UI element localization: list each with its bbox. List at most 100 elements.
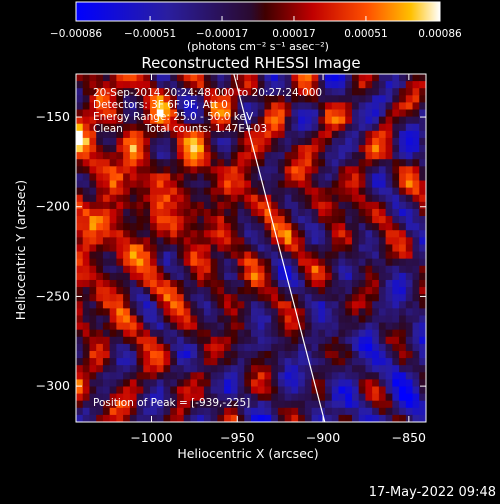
heatmap-cell: [419, 237, 426, 246]
heatmap-cell: [244, 336, 252, 345]
heatmap-cell: [224, 251, 232, 260]
heatmap-cell: [76, 173, 84, 182]
heatmap-cell: [109, 343, 117, 352]
heatmap-cell: [203, 159, 212, 167]
heatmap-cell: [311, 180, 319, 189]
heatmap-cell: [176, 74, 185, 82]
heatmap-cell: [318, 414, 326, 422]
heatmap-cell: [109, 407, 117, 416]
heatmap-cell: [372, 230, 380, 238]
heatmap-cell: [351, 237, 360, 246]
heatmap-cell: [129, 216, 138, 224]
heatmap-cell: [150, 187, 158, 196]
heatmap-cell: [345, 74, 353, 82]
heatmap-cell: [399, 393, 407, 402]
heatmap-cell: [405, 145, 414, 153]
heatmap-cell: [197, 88, 205, 96]
heatmap-cell: [271, 294, 279, 302]
heatmap-cell: [291, 102, 299, 111]
heatmap-cell: [251, 244, 259, 253]
heatmap-cell: [183, 74, 192, 82]
heatmap-cell: [271, 137, 279, 146]
heatmap-cell: [338, 294, 346, 302]
heatmap-cell: [176, 123, 185, 132]
heatmap-cell: [123, 123, 131, 132]
heatmap-cell: [378, 287, 387, 295]
heatmap-cell: [372, 287, 380, 295]
heatmap-cell: [331, 187, 340, 196]
heatmap-cell: [338, 180, 346, 189]
heatmap-cell: [331, 329, 340, 338]
heatmap-cell: [136, 287, 144, 295]
heatmap-cell: [210, 95, 218, 104]
heatmap-cell: [358, 265, 367, 274]
heatmap-cell: [190, 272, 198, 281]
heatmap-cell: [163, 365, 171, 373]
heatmap-cell: [378, 244, 387, 253]
heatmap-cell: [203, 379, 212, 388]
heatmap-cell: [298, 201, 306, 210]
heatmap-cell: [385, 336, 393, 345]
heatmap-cell: [298, 308, 306, 317]
heatmap-cell: [392, 130, 400, 139]
heatmap-cell: [345, 386, 353, 395]
heatmap-cell: [190, 308, 198, 317]
heatmap-cell: [197, 201, 205, 210]
heatmap-cell: [325, 400, 333, 409]
heatmap-cell: [325, 166, 333, 175]
heatmap-cell: [419, 350, 426, 359]
heatmap-cell: [405, 173, 414, 182]
heatmap-cell: [76, 180, 84, 189]
heatmap-cell: [244, 81, 252, 89]
heatmap-cell: [284, 365, 292, 373]
heatmap-cell: [385, 173, 393, 182]
heatmap-cell: [311, 237, 319, 246]
heatmap-cell: [123, 216, 131, 224]
heatmap-cell: [372, 414, 380, 422]
heatmap-cell: [304, 279, 313, 288]
heatmap-cell: [89, 137, 97, 146]
heatmap-cell: [304, 74, 313, 82]
heatmap-cell: [190, 152, 198, 160]
heatmap-cell: [351, 194, 360, 203]
heatmap-cell: [217, 400, 225, 409]
heatmap-cell: [116, 294, 124, 302]
heatmap-cell: [163, 400, 171, 409]
heatmap-cell: [271, 279, 279, 288]
heatmap-cell: [264, 109, 272, 118]
heatmap-cell: [224, 279, 232, 288]
heatmap-cell: [89, 216, 97, 224]
heatmap-cell: [170, 116, 178, 125]
heatmap-cell: [378, 194, 387, 203]
heatmap-cell: [351, 74, 360, 82]
heatmap-cell: [318, 81, 326, 89]
heatmap-cell: [116, 393, 124, 402]
heatmap-cell: [176, 379, 185, 388]
heatmap-cell: [345, 393, 353, 402]
heatmap-cell: [224, 201, 232, 210]
heatmap-cell: [291, 180, 299, 189]
heatmap-cell: [237, 152, 245, 160]
heatmap-cell: [351, 116, 360, 125]
heatmap-cell: [224, 173, 232, 182]
heatmap-cell: [123, 223, 131, 231]
heatmap-cell: [277, 301, 286, 309]
heatmap-cell: [89, 308, 97, 317]
heatmap-cell: [217, 386, 225, 395]
heatmap-cell: [385, 251, 393, 260]
heatmap-cell: [331, 358, 340, 366]
heatmap-cell: [156, 166, 165, 175]
heatmap-cell: [338, 102, 346, 111]
heatmap-cell: [203, 208, 212, 217]
heatmap-cell: [365, 244, 373, 253]
heatmap-cell: [251, 109, 259, 118]
heatmap-cell: [372, 109, 380, 118]
heatmap-cell: [76, 230, 84, 238]
heatmap-cell: [109, 301, 117, 309]
heatmap-cell: [351, 81, 360, 89]
heatmap-cell: [358, 152, 367, 160]
heatmap-cell: [163, 308, 171, 317]
heatmap-cell: [378, 386, 387, 395]
heatmap-cell: [102, 145, 111, 153]
heatmap-cell: [338, 343, 346, 352]
